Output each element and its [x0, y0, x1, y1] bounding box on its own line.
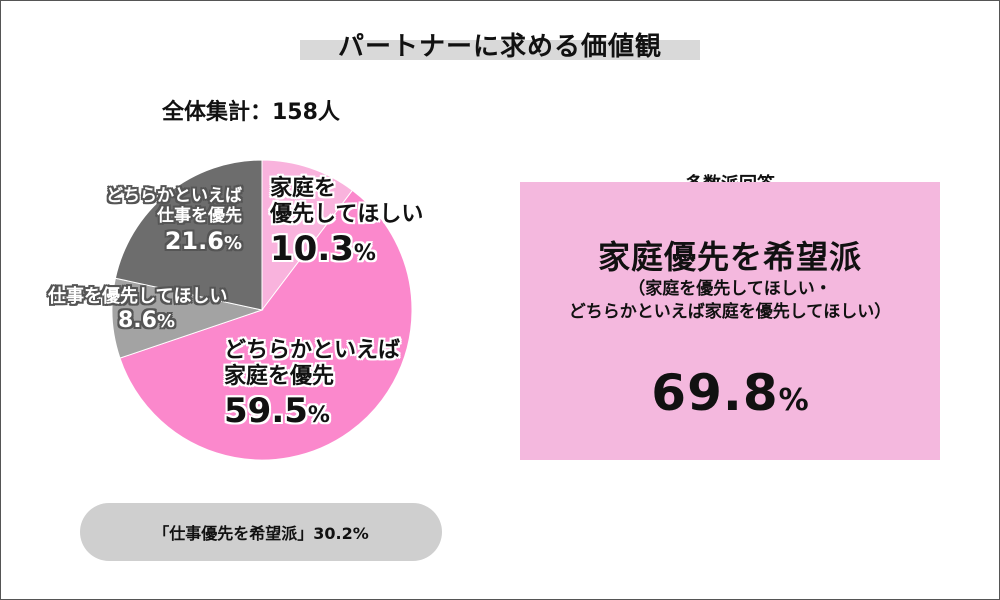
slice-label-lean-home-line1: どちらかといえば [224, 338, 401, 363]
slice-label-lean-home-line2: 家庭を優先 [224, 364, 335, 390]
title-highlight-bar [300, 40, 700, 60]
pie-slice-lean-home [119, 189, 413, 461]
slice-value-work-priority: 8.6% [118, 307, 176, 333]
pie-slice-home-priority [261, 159, 354, 312]
majority-title: 家庭優先を希望派 [597, 238, 862, 276]
slice-label-home-priority: 家庭を 優先してほしい 10.3% [270, 176, 423, 270]
slice-value-lean-work: 21.6% [164, 226, 242, 255]
slice-label-lean-work: どちらかといえば 仕事を優先 21.6% [84, 186, 242, 256]
slice-label-lean-work-line1: どちらかといえば [106, 186, 242, 206]
slice-label-home-priority-line1: 家庭を [270, 176, 337, 201]
total-count: 全体集計：158人 [162, 100, 340, 125]
majority-value: 69.8% [651, 364, 809, 422]
slice-label-lean-home: どちらかといえば 家庭を優先 59.5% [224, 338, 400, 432]
slice-label-work-priority: 仕事を優先してほしい 8.6% [48, 286, 227, 334]
slice-label-work-priority-line1: 仕事を優先してほしい [48, 286, 228, 307]
slice-label-lean-work-line2: 仕事を優先 [157, 206, 242, 227]
chart-title: パートナーに求める価値観 [337, 32, 662, 62]
pie-slice-lean-work [114, 159, 263, 311]
majority-box: 家庭優先を希望派 （家庭を優先してほしい・ どちらかといえば家庭を優先してほしい… [520, 182, 940, 460]
slice-value-home-priority: 10.3% [270, 228, 376, 269]
slice-value-lean-home: 59.5% [224, 390, 330, 431]
majority-subtitle-line2: どちらかといえば家庭を優先してほしい） [568, 301, 892, 322]
slice-label-home-priority-line2: 優先してほしい [270, 202, 424, 228]
work-priority-summary: 「仕事優先を希望派」30.2% [80, 503, 442, 561]
majority-subtitle: （家庭を優先してほしい・ どちらかといえば家庭を優先してほしい） [520, 278, 940, 324]
majority-subtitle-line1: （家庭を優先してほしい・ [628, 279, 832, 299]
